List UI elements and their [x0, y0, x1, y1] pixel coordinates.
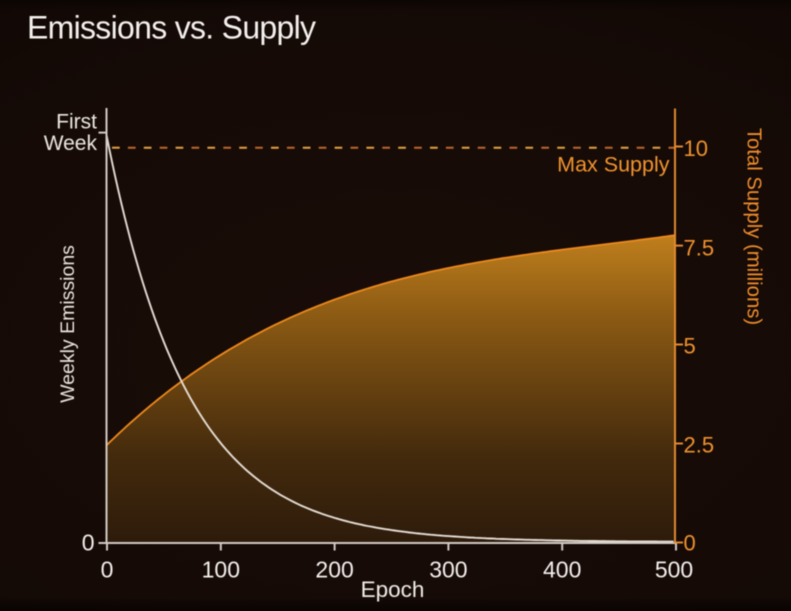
svg-text:500: 500 [655, 557, 693, 583]
svg-text:300: 300 [429, 557, 467, 583]
svg-text:Total Supply (millions): Total Supply (millions) [743, 128, 765, 325]
svg-text:100: 100 [202, 557, 240, 583]
svg-text:Week: Week [44, 132, 98, 155]
svg-text:Weekly Emissions: Weekly Emissions [57, 245, 79, 403]
svg-text:10: 10 [684, 136, 708, 161]
svg-text:0: 0 [82, 530, 95, 556]
svg-text:First: First [56, 111, 97, 134]
svg-text:7.5: 7.5 [684, 236, 715, 261]
svg-text:0: 0 [101, 557, 114, 583]
svg-text:400: 400 [543, 557, 581, 583]
svg-text:0: 0 [684, 531, 696, 556]
svg-text:200: 200 [315, 557, 353, 583]
svg-text:2.5: 2.5 [684, 433, 715, 458]
svg-text:5: 5 [684, 334, 696, 359]
svg-text:Emissions vs. Supply: Emissions vs. Supply [27, 10, 316, 46]
svg-text:Max Supply: Max Supply [557, 153, 670, 177]
svg-text:Epoch: Epoch [361, 577, 425, 602]
